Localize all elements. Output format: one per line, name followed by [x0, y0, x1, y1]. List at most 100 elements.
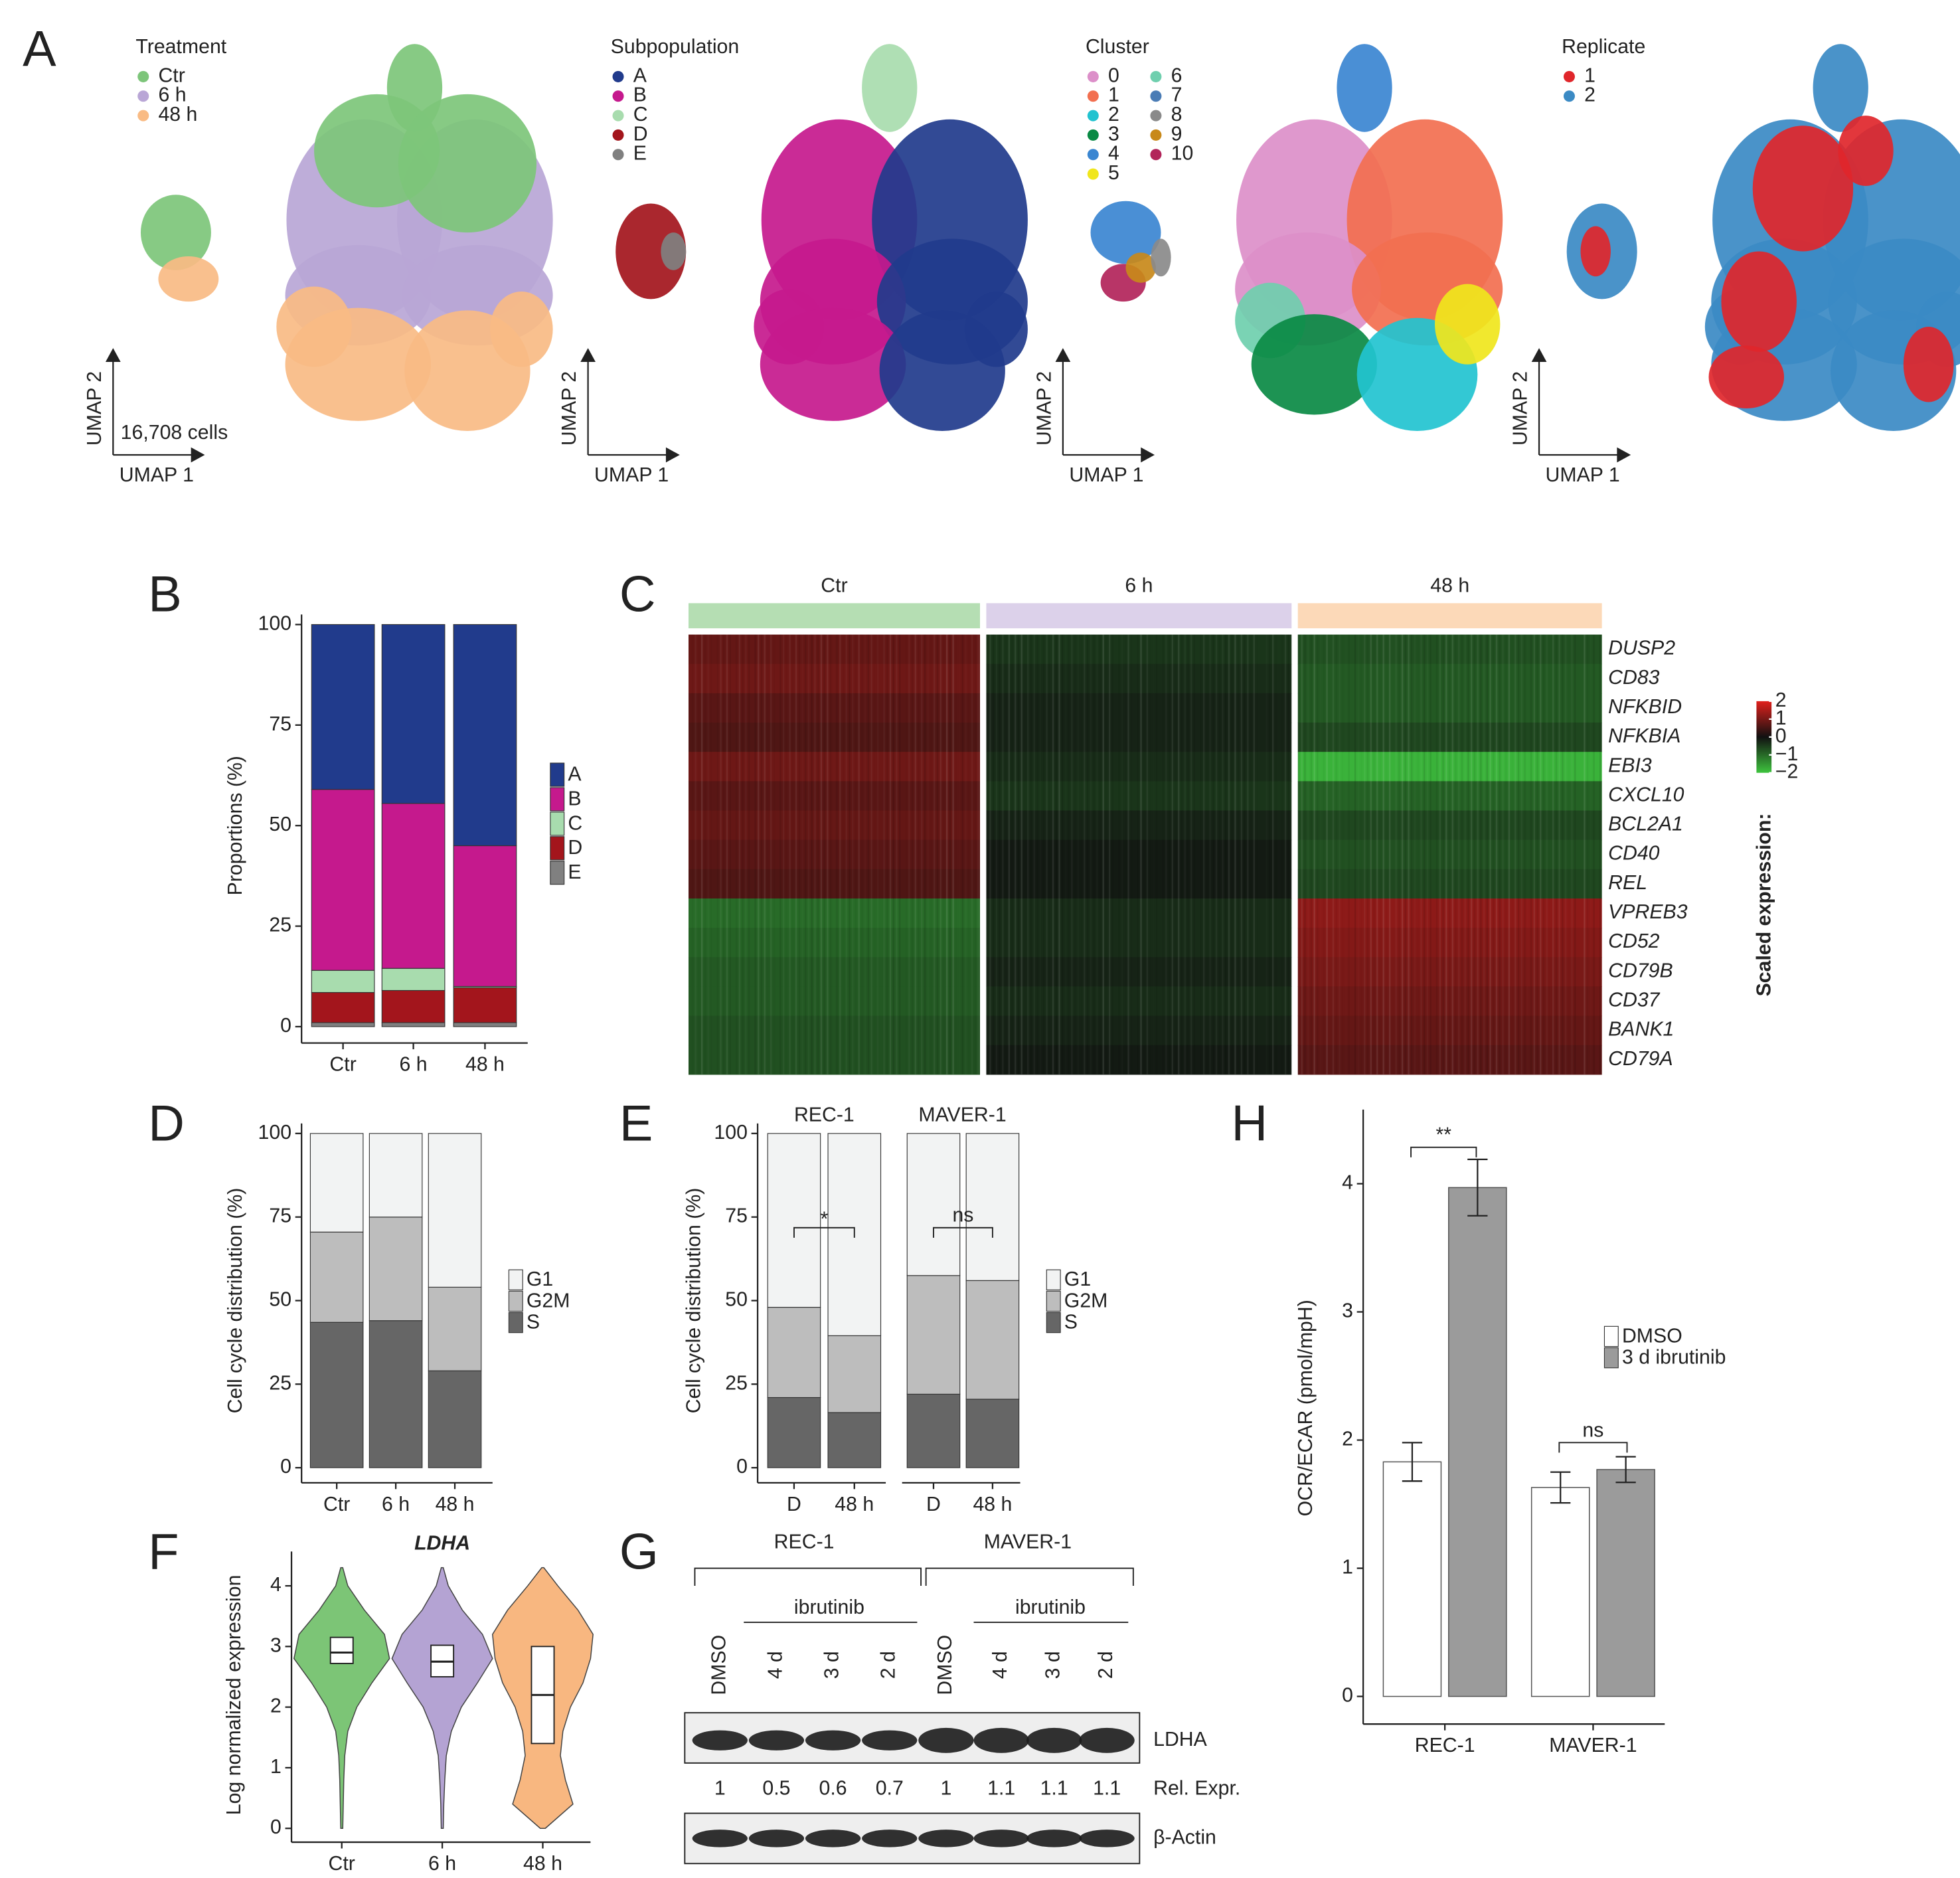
- texture: [870, 634, 872, 1074]
- bracket: [1410, 1146, 1477, 1157]
- texture: [846, 635, 847, 1074]
- texture: [1049, 635, 1050, 1074]
- heatmap-cell: [986, 928, 1292, 958]
- texture: [829, 634, 832, 1074]
- texture: [1171, 634, 1174, 1074]
- texture: [1134, 635, 1135, 1074]
- texture: [930, 635, 932, 1074]
- gene-label: NFKBID: [1608, 696, 1682, 718]
- legend-swatch: [1046, 1269, 1061, 1290]
- legend-label: 1: [1108, 84, 1119, 106]
- umap-cloud: [615, 203, 687, 299]
- legend-marker: [612, 110, 624, 122]
- lane-label: 4 d: [764, 1651, 786, 1679]
- legend-marker: [1150, 70, 1162, 82]
- bracket: [925, 1567, 1134, 1586]
- texture: [1212, 634, 1214, 1074]
- texture: [726, 634, 728, 1074]
- texture: [1317, 634, 1319, 1074]
- texture: [801, 635, 803, 1074]
- legend-swatch: [508, 1269, 523, 1290]
- texture: [707, 635, 708, 1074]
- legend-label: D: [633, 123, 648, 145]
- heatmap-cell: [688, 898, 980, 928]
- heatmap-cell: [986, 898, 1292, 928]
- arrow-head: [1055, 348, 1071, 362]
- y-tick-label: 50: [725, 1289, 748, 1311]
- rel-expr-value: 0.6: [819, 1778, 847, 1800]
- legend-marker: [1087, 70, 1099, 82]
- legend-swatch: [550, 787, 565, 811]
- rel-expr-value: 1.1: [1040, 1778, 1068, 1800]
- texture: [999, 634, 1001, 1074]
- texture: [858, 634, 860, 1074]
- lane-label: 3 d: [1042, 1651, 1064, 1679]
- texture: [1149, 635, 1151, 1074]
- heatmap-cell: [986, 839, 1292, 870]
- heatmap-cell: [1297, 1015, 1602, 1046]
- rel-expr-value: 1.1: [1093, 1778, 1121, 1800]
- texture: [955, 635, 957, 1074]
- texture: [1388, 634, 1391, 1074]
- band: [1079, 1727, 1135, 1753]
- legend-swatch: [550, 836, 565, 861]
- bar-segment: [965, 1399, 1020, 1468]
- annotation: *: [820, 1208, 828, 1230]
- heatmap-cell: [1297, 839, 1602, 870]
- legend-swatch: [1603, 1325, 1619, 1347]
- texture: [1404, 634, 1407, 1074]
- legend-swatch: [1603, 1347, 1619, 1369]
- legend-swatch: [1046, 1312, 1061, 1333]
- texture: [738, 634, 741, 1074]
- legend-marker: [137, 110, 149, 122]
- legend-marker: [1087, 90, 1099, 102]
- legend-label: 5: [1108, 162, 1119, 184]
- texture: [1358, 635, 1359, 1074]
- texture: [1231, 634, 1233, 1074]
- bar-segment: [311, 789, 375, 971]
- legend-label: 48 h: [158, 104, 197, 126]
- texture: [1578, 635, 1579, 1074]
- texture: [1065, 635, 1066, 1074]
- heatmap-cell: [1297, 663, 1602, 694]
- texture: [758, 634, 760, 1074]
- lane-label: 4 d: [989, 1651, 1011, 1679]
- texture: [1074, 634, 1076, 1074]
- bar-segment: [965, 1133, 1020, 1281]
- legend-label: S: [1064, 1312, 1078, 1333]
- texture: [1140, 634, 1142, 1074]
- texture: [896, 634, 898, 1074]
- texture: [1078, 635, 1079, 1074]
- arrow-head: [580, 348, 596, 362]
- lane-label: DMSO: [934, 1635, 956, 1695]
- y-tick-label: 75: [725, 1205, 748, 1227]
- umap-cloud: [1838, 116, 1894, 187]
- texture: [1418, 635, 1419, 1074]
- texture: [1555, 634, 1558, 1074]
- texture: [1193, 634, 1196, 1074]
- band: [805, 1730, 861, 1750]
- protein-label: β-Actin: [1153, 1826, 1216, 1848]
- texture: [939, 634, 941, 1074]
- group-label: 48 h: [1430, 575, 1469, 597]
- bracket: [1558, 1442, 1628, 1453]
- legend-label: G2M: [527, 1290, 570, 1312]
- panel-label: E: [619, 1095, 653, 1152]
- bar-segment: [309, 1231, 364, 1323]
- x-tick-label: 6 h: [400, 1054, 428, 1076]
- texture: [795, 634, 797, 1074]
- heatmap-cell: [986, 752, 1292, 782]
- texture: [1105, 635, 1107, 1074]
- legend-marker: [1563, 90, 1575, 102]
- texture: [1511, 635, 1512, 1074]
- texture: [1015, 634, 1017, 1074]
- heatmap-cell: [688, 986, 980, 1017]
- protein-label: LDHA: [1153, 1729, 1208, 1750]
- texture: [1382, 634, 1384, 1074]
- facet-label: MAVER-1: [918, 1104, 1006, 1126]
- rel-expr-value: 0.5: [762, 1778, 790, 1800]
- texture: [965, 635, 966, 1074]
- error-bar: [1550, 1471, 1571, 1504]
- texture: [748, 634, 750, 1074]
